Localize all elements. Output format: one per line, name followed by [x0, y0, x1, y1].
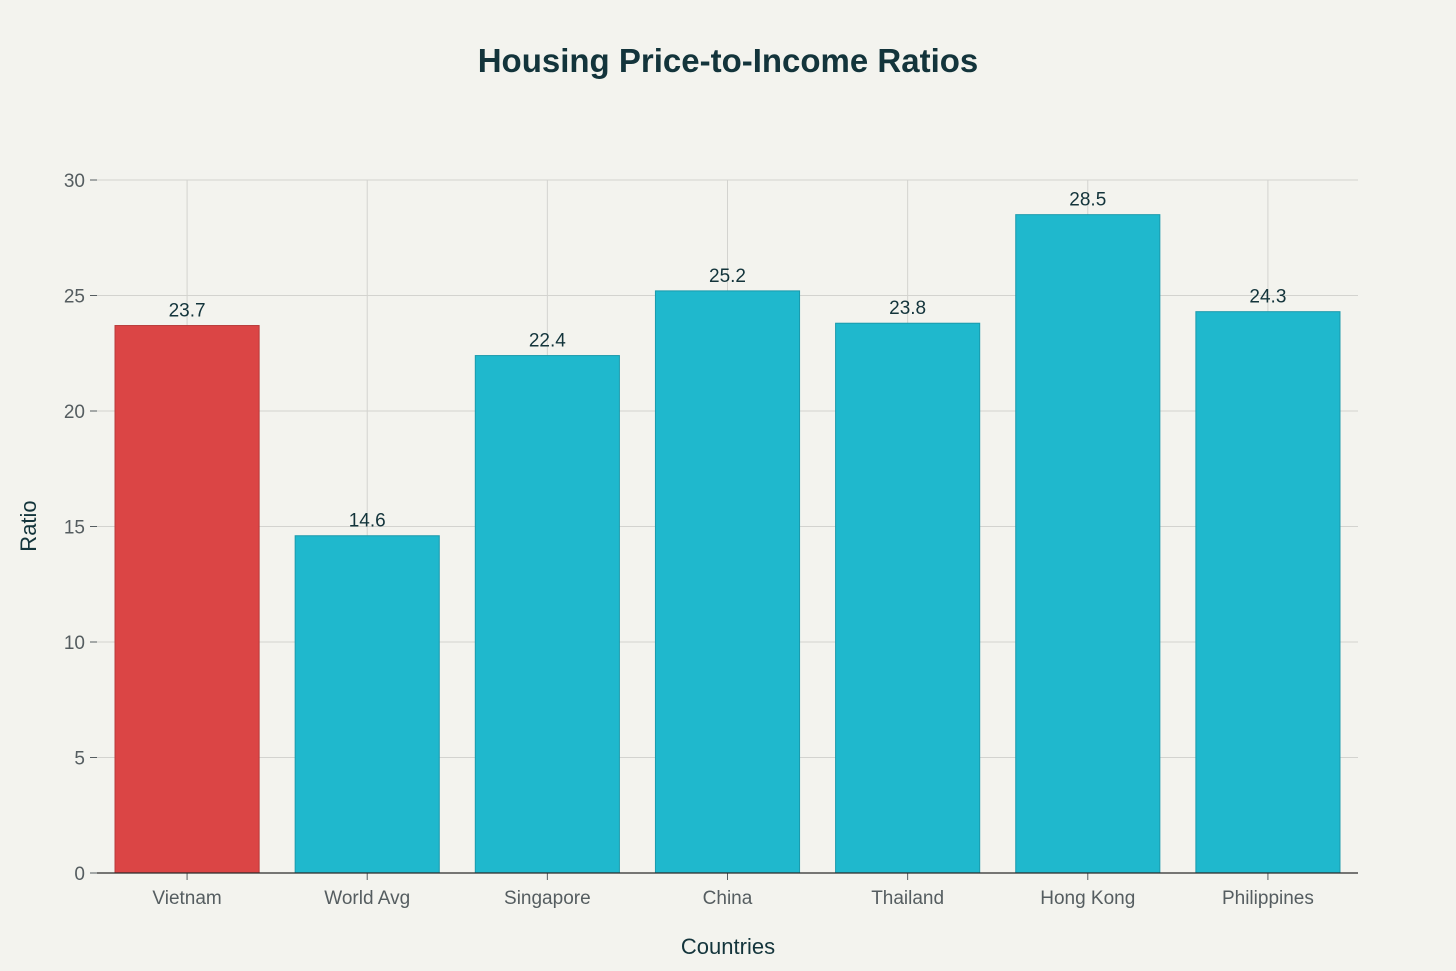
axis-layer: 0 5 10 15 20 25 30 Vietnam World Avg Singapore Chi… — [64, 171, 1358, 909]
data-label: 24.3 — [1249, 287, 1286, 308]
data-label: 28.5 — [1069, 190, 1106, 211]
data-label: 23.7 — [169, 301, 206, 322]
y-axis-title: Ratio — [16, 500, 41, 551]
y-tick-label: 5 — [74, 749, 85, 770]
bar-layer — [114, 214, 1341, 874]
y-tick-label: 15 — [64, 518, 85, 539]
y-tick-label: 25 — [64, 287, 85, 308]
x-axis-title: Countries — [681, 934, 775, 959]
x-tick-label: Thailand — [871, 888, 944, 909]
y-tick-label: 0 — [74, 864, 85, 885]
data-label: 25.2 — [709, 266, 746, 287]
bar-china — [654, 290, 801, 874]
data-label: 14.6 — [349, 511, 386, 532]
bar-philippines — [1195, 311, 1341, 874]
bar-thailand — [835, 322, 981, 874]
bar-hong-kong — [1015, 214, 1161, 874]
bar-singapore — [474, 355, 620, 874]
y-tick-label: 30 — [64, 171, 85, 192]
x-tick-label: World Avg — [324, 888, 410, 909]
x-tick-label: Singapore — [504, 888, 591, 909]
x-tick-label: China — [703, 888, 753, 909]
y-tick-label: 10 — [64, 633, 85, 654]
x-tick-label: Hong Kong — [1040, 888, 1135, 909]
chart-title: Housing Price-to-Income Ratios — [478, 42, 979, 79]
x-tick-label: Philippines — [1222, 888, 1314, 909]
y-tick-label: 20 — [64, 402, 85, 423]
data-label: 22.4 — [529, 331, 566, 352]
data-label-layer: 23.7 14.6 22.4 25.2 23.8 28.5 24.3 — [169, 190, 1287, 532]
data-label: 23.8 — [889, 298, 926, 319]
x-tick-label: Vietnam — [152, 888, 221, 909]
bar-world-avg — [294, 535, 440, 874]
bar-vietnam — [114, 325, 260, 874]
